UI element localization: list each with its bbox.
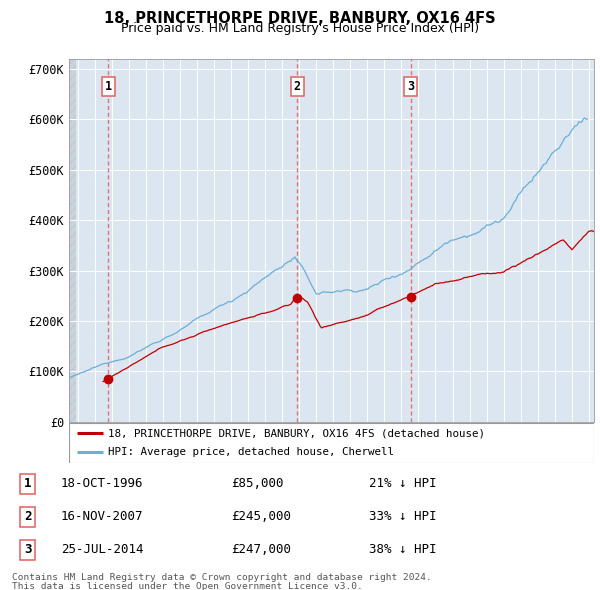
Text: 38% ↓ HPI: 38% ↓ HPI	[369, 543, 437, 556]
Text: £247,000: £247,000	[231, 543, 291, 556]
Text: 33% ↓ HPI: 33% ↓ HPI	[369, 510, 437, 523]
Text: 16-NOV-2007: 16-NOV-2007	[61, 510, 143, 523]
Text: 1: 1	[104, 80, 112, 93]
Text: 21% ↓ HPI: 21% ↓ HPI	[369, 477, 437, 490]
Text: 3: 3	[407, 80, 415, 93]
Text: 18, PRINCETHORPE DRIVE, BANBURY, OX16 4FS (detached house): 18, PRINCETHORPE DRIVE, BANBURY, OX16 4F…	[109, 428, 485, 438]
Text: 25-JUL-2014: 25-JUL-2014	[61, 543, 143, 556]
Text: 2: 2	[24, 510, 31, 523]
Text: 2: 2	[293, 80, 301, 93]
Text: 18-OCT-1996: 18-OCT-1996	[61, 477, 143, 490]
Text: Price paid vs. HM Land Registry's House Price Index (HPI): Price paid vs. HM Land Registry's House …	[121, 22, 479, 35]
Text: 18, PRINCETHORPE DRIVE, BANBURY, OX16 4FS: 18, PRINCETHORPE DRIVE, BANBURY, OX16 4F…	[104, 11, 496, 25]
Text: HPI: Average price, detached house, Cherwell: HPI: Average price, detached house, Cher…	[109, 447, 394, 457]
Text: 1: 1	[24, 477, 31, 490]
Text: £85,000: £85,000	[231, 477, 283, 490]
Text: 3: 3	[24, 543, 31, 556]
Text: £245,000: £245,000	[231, 510, 291, 523]
Text: This data is licensed under the Open Government Licence v3.0.: This data is licensed under the Open Gov…	[12, 582, 363, 590]
Text: Contains HM Land Registry data © Crown copyright and database right 2024.: Contains HM Land Registry data © Crown c…	[12, 573, 432, 582]
